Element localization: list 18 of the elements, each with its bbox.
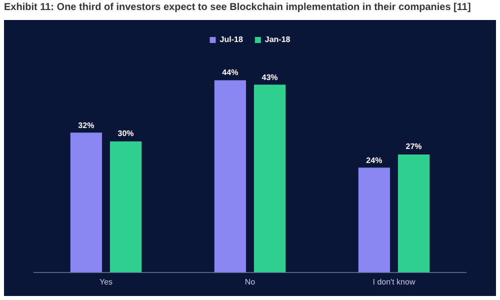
- data-label: 24%: [365, 156, 384, 166]
- x-tick-label: No: [244, 277, 256, 286]
- data-label: 44%: [221, 68, 240, 78]
- data-label: 43%: [260, 72, 279, 83]
- bar: [70, 132, 102, 272]
- bar: [254, 84, 286, 272]
- bar: [358, 168, 390, 272]
- bar: [398, 154, 430, 272]
- data-label: 27%: [404, 142, 423, 152]
- data-label: 30%: [116, 129, 135, 140]
- bar: [214, 80, 246, 272]
- data-label: 32%: [77, 120, 96, 131]
- legend-label: Jul-18: [220, 35, 244, 44]
- legend-label: Jan-18: [264, 35, 291, 44]
- chart-title: Exhibit 11: One third of investors expect to see Blockchain implementation in their companies [11]: [4, 2, 472, 13]
- x-tick-label: I don't know: [372, 277, 416, 286]
- x-tick-label: Yes: [99, 277, 113, 286]
- bar: [110, 141, 142, 272]
